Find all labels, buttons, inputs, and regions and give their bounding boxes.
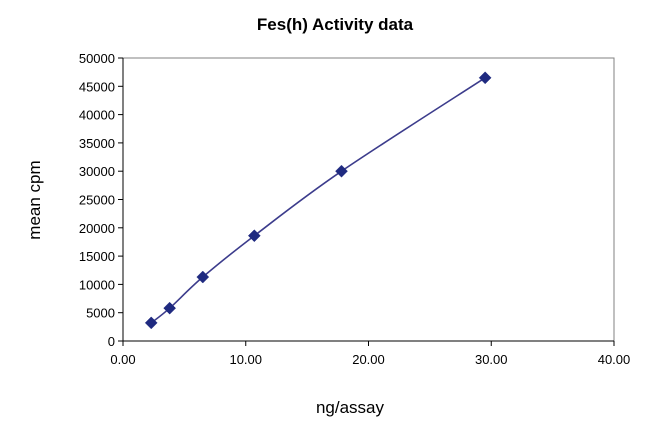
series-layer: [144, 71, 492, 330]
y-tick-label: 40000: [79, 108, 115, 123]
plot-area: [122, 57, 615, 342]
data-point-marker: [478, 71, 492, 85]
chart-title: Fes(h) Activity data: [257, 15, 414, 34]
y-axis-label: mean cpm: [25, 160, 44, 239]
y-tick-label: 20000: [79, 221, 115, 236]
data-point-marker: [163, 301, 176, 315]
data-point-marker: [247, 229, 261, 243]
plot-frame: [122, 57, 615, 342]
x-tick-label: 40.00: [598, 352, 631, 367]
y-tick-label: 5000: [86, 306, 115, 321]
y-tick-label: 45000: [79, 79, 115, 94]
x-tick-label: 20.00: [352, 352, 385, 367]
y-tick-label: 10000: [79, 277, 115, 292]
series-line: [150, 77, 486, 324]
data-point-marker: [144, 316, 158, 330]
y-tick-label: 15000: [79, 249, 115, 264]
y-tick-label: 0: [108, 334, 115, 349]
y-tick-label: 30000: [79, 164, 115, 179]
x-tick-label: 10.00: [229, 352, 262, 367]
y-tick-label: 50000: [79, 51, 115, 66]
data-point-marker: [196, 270, 210, 284]
x-tick-label: 0.00: [110, 352, 135, 367]
axes: 0.00 10.00 20.00 30.00 40.00 0 5000 10000 15000 2…: [79, 51, 630, 367]
y-tick-label: 25000: [79, 193, 115, 208]
x-tick-label: 30.00: [475, 352, 508, 367]
y-tick-label: 35000: [79, 136, 115, 151]
data-point-marker: [335, 164, 348, 178]
x-axis-label: ng/assay: [316, 398, 385, 417]
